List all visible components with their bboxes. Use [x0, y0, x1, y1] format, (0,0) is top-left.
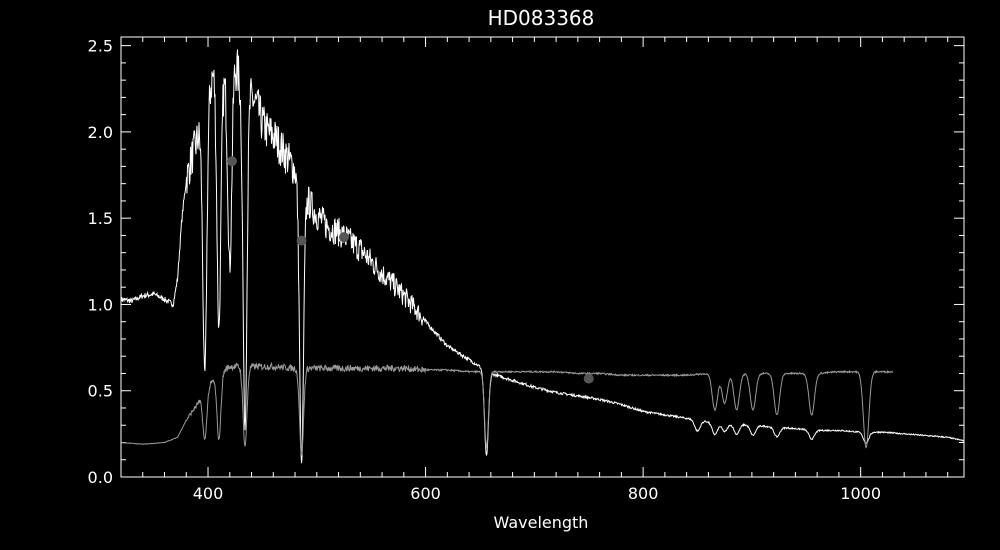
spectrum-series-1 [121, 361, 894, 457]
spectrum-series-0 [120, 49, 965, 464]
data-point [296, 235, 307, 246]
y-tick-label: 2.0 [88, 123, 113, 142]
y-tick-label: 2.5 [88, 37, 113, 56]
y-tick-label: 1.5 [88, 209, 113, 228]
y-tick-label: 0.5 [88, 382, 113, 401]
x-tick-label: 400 [193, 484, 224, 503]
data-point [226, 156, 237, 167]
x-tick-label: 800 [628, 484, 659, 503]
chart-title: HD083368 [488, 6, 595, 30]
plot-frame [120, 36, 965, 478]
y-tick-label: 1.0 [88, 295, 113, 314]
x-tick-label: 1000 [840, 484, 881, 503]
axis-ticks: 400 600 800 1000 0.0 0.5 1.0 1.5 2.0 2.5 [88, 37, 964, 503]
data-point [338, 232, 349, 243]
y-tick-label: 0.0 [88, 468, 113, 487]
x-tick-label: 600 [410, 484, 441, 503]
data-point [583, 373, 594, 384]
series-layer [120, 49, 965, 464]
x-axis-label: Wavelength [494, 513, 589, 532]
